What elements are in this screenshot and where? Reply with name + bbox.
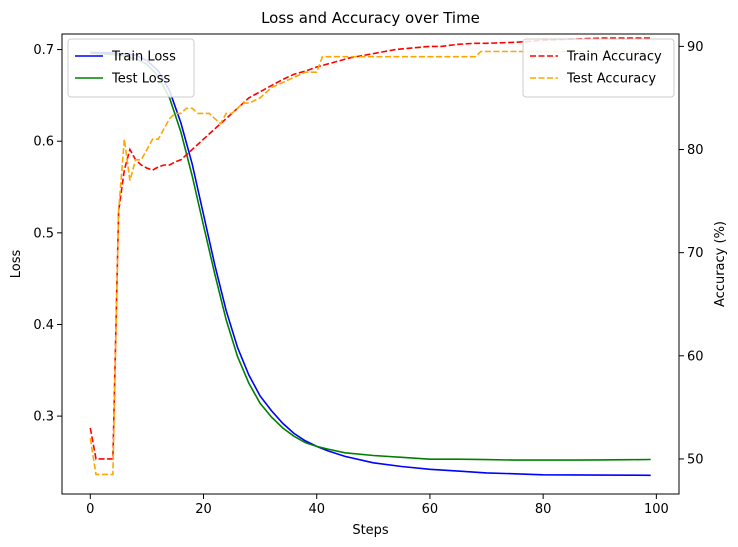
series-line-test-loss: [90, 52, 651, 461]
y-right-tick-label: 90: [687, 40, 704, 55]
series-line-train-loss: [90, 51, 651, 477]
legend-box: [522, 38, 675, 98]
x-tick-label: 80: [535, 502, 552, 517]
legend-label: Train Accuracy: [566, 50, 662, 65]
y-left-tick-label: 0.5: [33, 226, 54, 241]
y-right-tick-label: 50: [687, 452, 704, 467]
legend-loss: Train Loss Test Loss: [67, 38, 195, 98]
x-tick-label: 20: [195, 502, 212, 517]
series-line-test-accuracy: [89, 50, 651, 476]
y-axis-label-left: Loss: [9, 250, 24, 279]
plot-lines: [89, 37, 651, 477]
legend-label: Test Accuracy: [566, 72, 656, 87]
y-left-tick-label: 0.3: [33, 410, 54, 425]
legends: Train Loss Test Loss Train Accuracy Test Ac…: [67, 38, 675, 98]
series-line-train-accuracy: [89, 37, 651, 460]
x-tick-label: 60: [422, 502, 439, 517]
y-axis-label-right: Accuracy (%): [713, 221, 728, 307]
ticks: 0 20 40 60 80 100 0.3 0.4 0.5 0.6 0.7 50 60 70 80 90: [33, 40, 703, 517]
legend-accuracy: Train Accuracy Test Accuracy: [522, 38, 675, 98]
x-tick-label: 100: [644, 502, 669, 517]
x-tick-label: 40: [308, 502, 325, 517]
y-left-tick-label: 0.7: [33, 43, 54, 58]
y-left-tick-label: 0.6: [33, 135, 54, 150]
plot-frame: [61, 33, 680, 495]
x-tick-label: 0: [86, 502, 94, 517]
y-right-tick-label: 60: [687, 349, 704, 364]
legend-box: [67, 38, 195, 98]
legend-label: Test Loss: [111, 72, 170, 87]
y-right-tick-label: 70: [687, 246, 704, 261]
x-axis-label: Steps: [352, 523, 389, 538]
chart-title: Loss and Accuracy over Time: [261, 9, 480, 27]
y-right-tick-label: 80: [687, 143, 704, 158]
legend-label: Train Loss: [111, 50, 176, 65]
y-left-tick-label: 0.4: [33, 318, 54, 333]
